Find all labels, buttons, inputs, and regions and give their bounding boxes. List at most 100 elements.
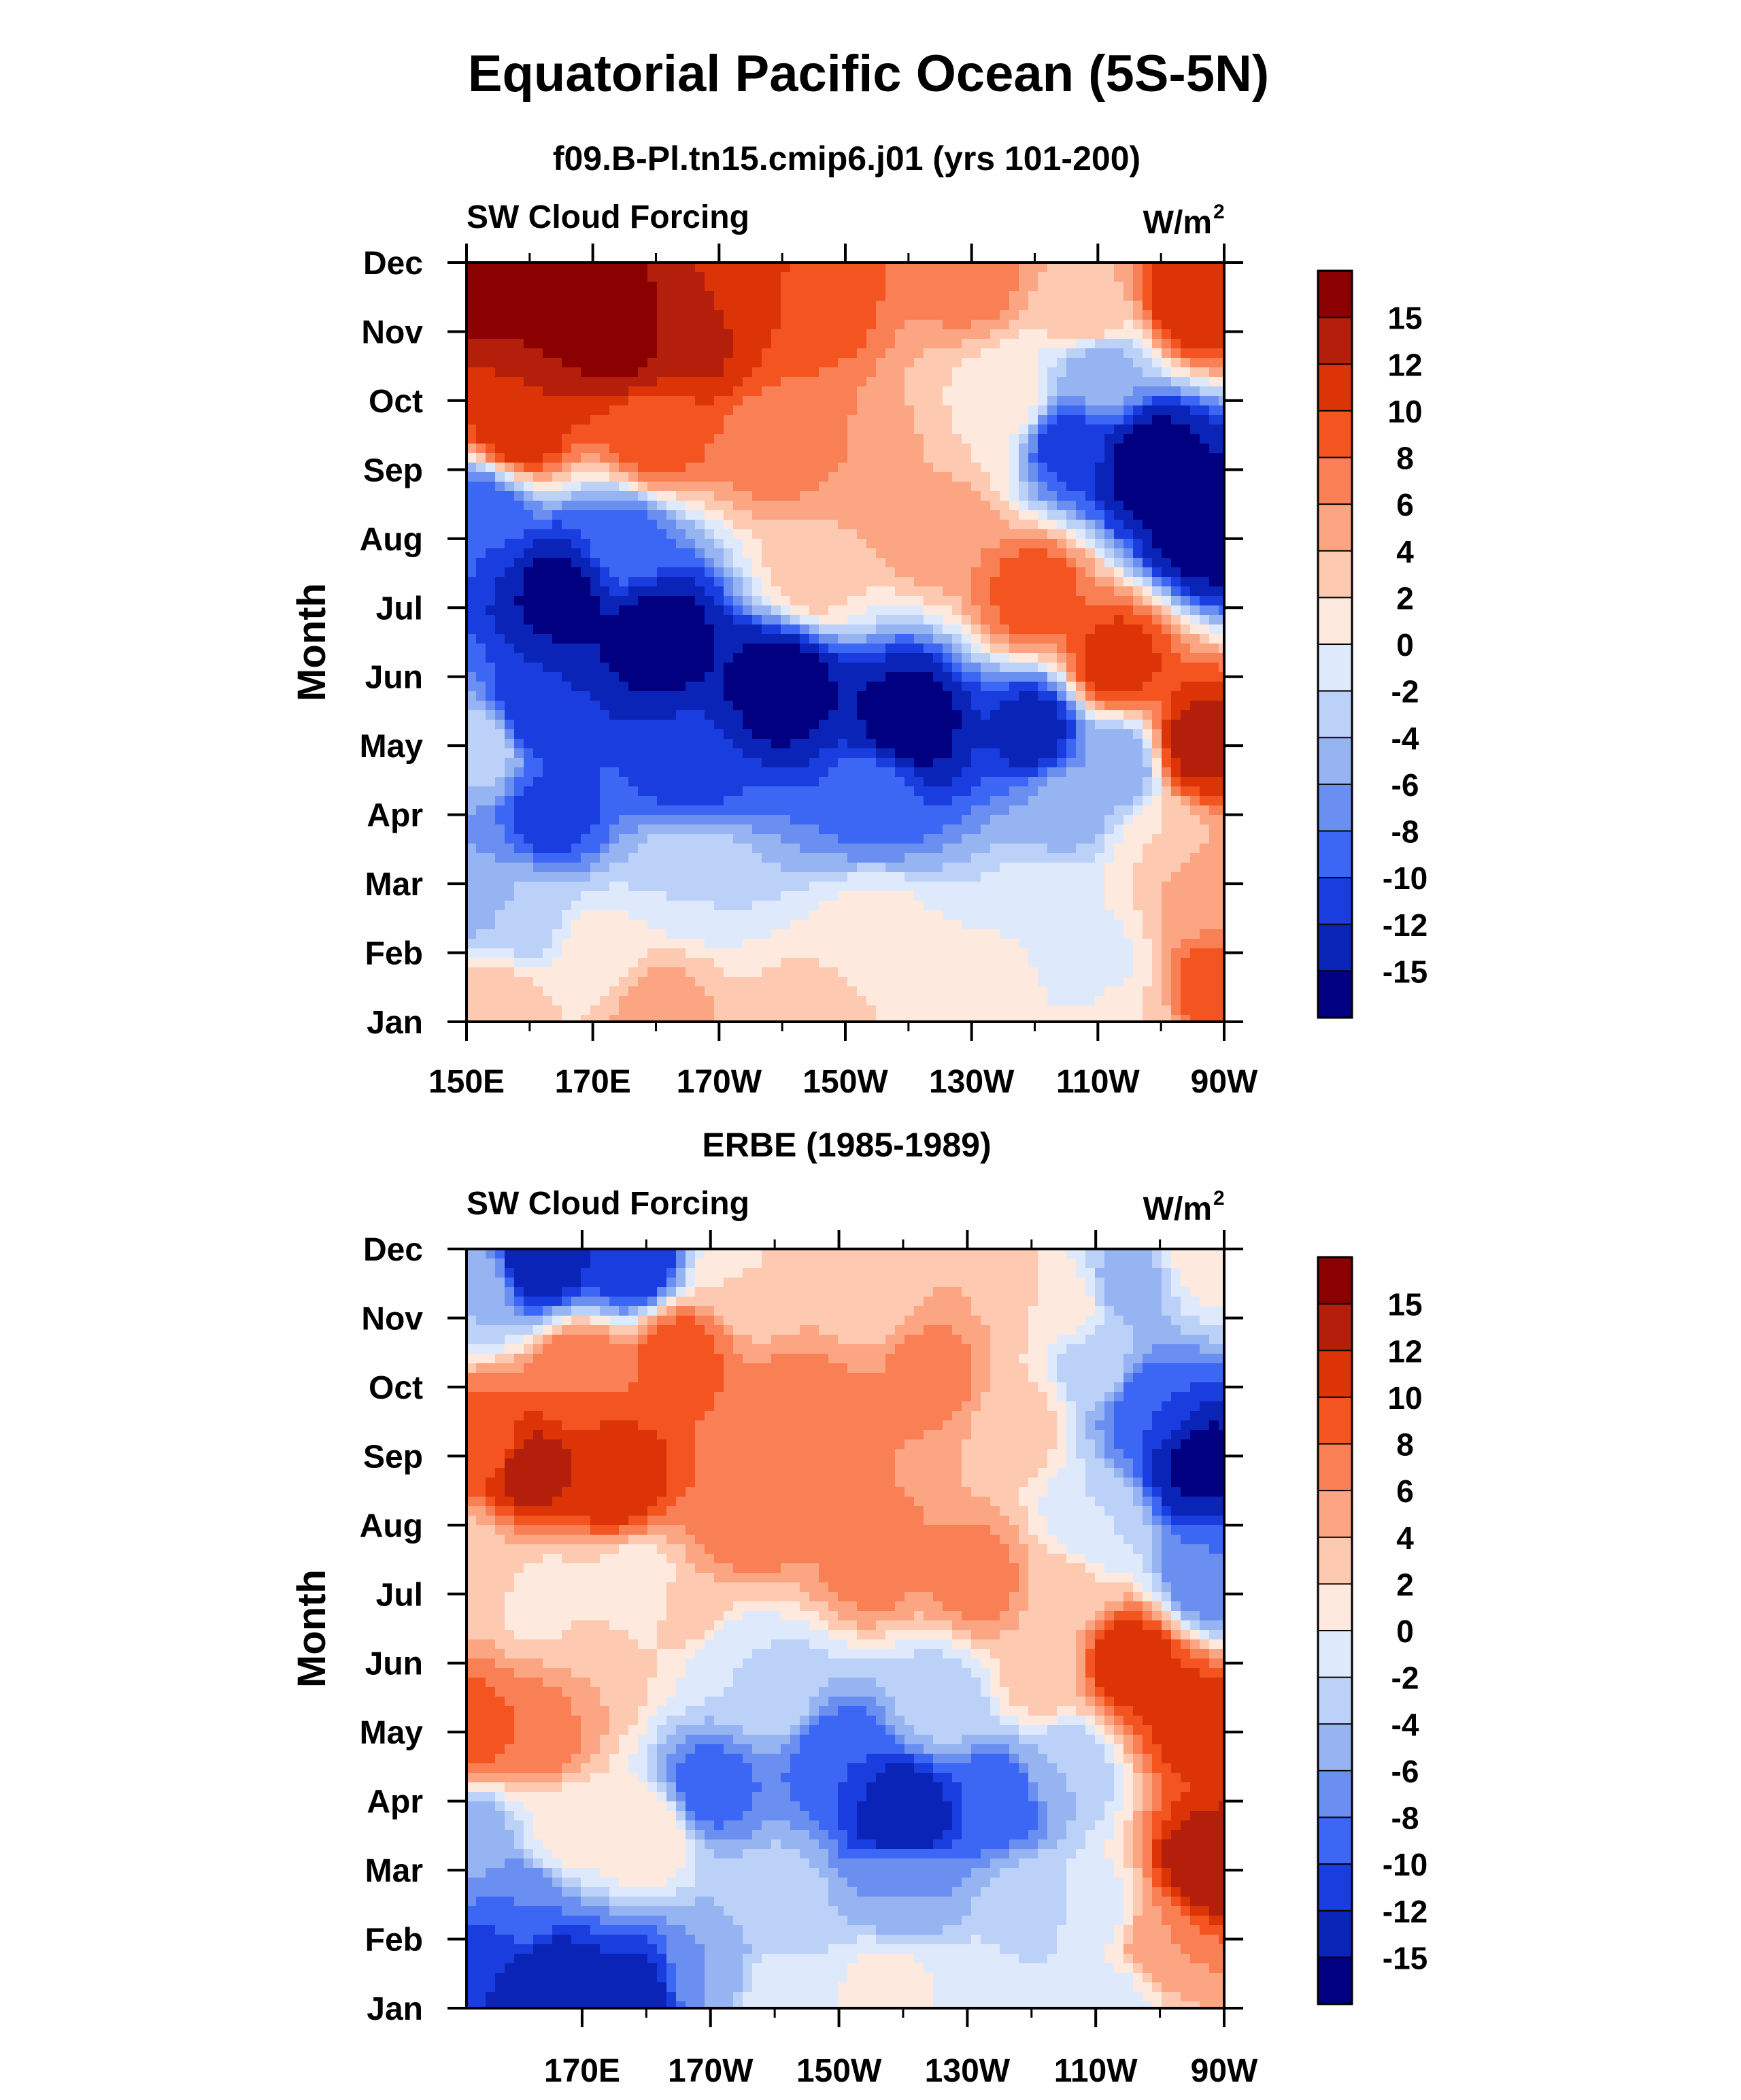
contour-cell	[619, 263, 629, 273]
contour-cell	[933, 453, 943, 463]
contour-cell	[1114, 634, 1124, 644]
contour-cell	[1047, 739, 1058, 749]
contour-cell	[543, 567, 553, 578]
contour-cell	[971, 434, 981, 444]
contour-cell	[524, 320, 534, 330]
contour-cell	[1076, 577, 1086, 587]
contour-cell	[724, 853, 734, 863]
contour-cell	[1104, 377, 1115, 387]
contour-cell	[857, 339, 867, 349]
contour-cell	[1162, 701, 1172, 711]
contour-cell	[1000, 548, 1010, 559]
contour-cell	[981, 777, 991, 787]
contour-cell	[724, 558, 734, 568]
contour-cell	[666, 548, 677, 559]
contour-cell	[771, 263, 781, 273]
contour-cell	[1047, 844, 1058, 854]
contour-cell	[581, 615, 591, 625]
contour-cell	[952, 748, 962, 759]
contour-cell	[581, 758, 591, 768]
contour-cell	[1057, 701, 1067, 711]
contour-cell	[562, 386, 572, 397]
contour-cell	[771, 482, 781, 492]
contour-cell	[1038, 329, 1048, 339]
contour-cell	[1047, 472, 1058, 482]
contour-cell	[676, 415, 686, 425]
contour-cell	[866, 834, 877, 844]
contour-cell	[1152, 310, 1162, 320]
contour-cell	[1095, 653, 1105, 663]
contour-cell	[533, 282, 543, 292]
contour-cell	[705, 501, 715, 511]
contour-cell	[1181, 282, 1191, 292]
contour-cell	[1095, 272, 1105, 282]
contour-cell	[1047, 510, 1058, 520]
contour-cell	[866, 624, 877, 635]
contour-cell	[1057, 796, 1067, 806]
contour-cell	[514, 329, 524, 339]
contour-cell	[590, 691, 601, 701]
contour-cell	[762, 805, 772, 816]
contour-cell	[1123, 415, 1134, 425]
contour-cell	[1095, 310, 1105, 320]
contour-cell	[962, 424, 972, 435]
contour-cell	[819, 805, 829, 816]
contour-cell	[1181, 444, 1191, 454]
contour-cell	[819, 567, 829, 578]
contour-cell	[952, 615, 962, 625]
contour-cell	[1123, 424, 1134, 435]
contour-cell	[486, 815, 496, 825]
contour-cell	[1000, 834, 1010, 844]
contour-cell	[962, 805, 972, 816]
contour-cell	[1171, 634, 1181, 644]
contour-cell	[609, 339, 620, 349]
contour-cell	[1143, 720, 1153, 730]
contour-cell	[533, 453, 543, 463]
contour-cell	[467, 682, 477, 692]
contour-cell	[885, 501, 896, 511]
contour-cell	[1190, 710, 1200, 720]
contour-cell	[1028, 672, 1038, 682]
contour-cell	[1057, 577, 1067, 587]
contour-cell	[1114, 586, 1124, 597]
contour-cell	[895, 339, 905, 349]
contour-cell	[695, 672, 705, 682]
contour-cell	[476, 748, 486, 759]
contour-cell	[619, 396, 629, 406]
contour-cell	[905, 529, 915, 539]
contour-cell	[781, 501, 791, 511]
contour-cell	[943, 558, 953, 568]
contour-cell	[552, 577, 562, 587]
contour-cell	[1219, 529, 1225, 539]
contour-cell	[1095, 682, 1105, 692]
contour-cell	[666, 310, 677, 320]
contour-cell	[1200, 263, 1210, 273]
contour-cell	[1009, 415, 1019, 425]
contour-cell	[1152, 348, 1162, 359]
contour-cell	[733, 282, 743, 292]
contour-cell	[1047, 263, 1058, 273]
contour-cell	[1181, 777, 1191, 787]
contour-cell	[1143, 844, 1153, 854]
contour-cell	[1123, 367, 1134, 378]
contour-cell	[628, 434, 639, 444]
contour-cell	[514, 405, 524, 416]
contour-cell	[1219, 405, 1225, 416]
contour-cell	[781, 310, 791, 320]
contour-cell	[495, 482, 505, 492]
contour-cell	[581, 472, 591, 482]
contour-cell	[1066, 396, 1077, 406]
contour-cell	[1200, 748, 1210, 759]
contour-cell	[809, 367, 819, 378]
contour-cell	[724, 501, 734, 511]
contour-cell	[1133, 463, 1143, 473]
contour-cell	[724, 491, 734, 501]
contour-cell	[705, 310, 715, 320]
contour-cell	[1085, 844, 1096, 854]
contour-cell	[1181, 577, 1191, 587]
contour-cell	[666, 605, 677, 616]
contour-cell	[819, 777, 829, 787]
contour-cell	[647, 282, 658, 292]
contour-cell	[657, 834, 667, 844]
contour-cell	[1066, 424, 1077, 435]
